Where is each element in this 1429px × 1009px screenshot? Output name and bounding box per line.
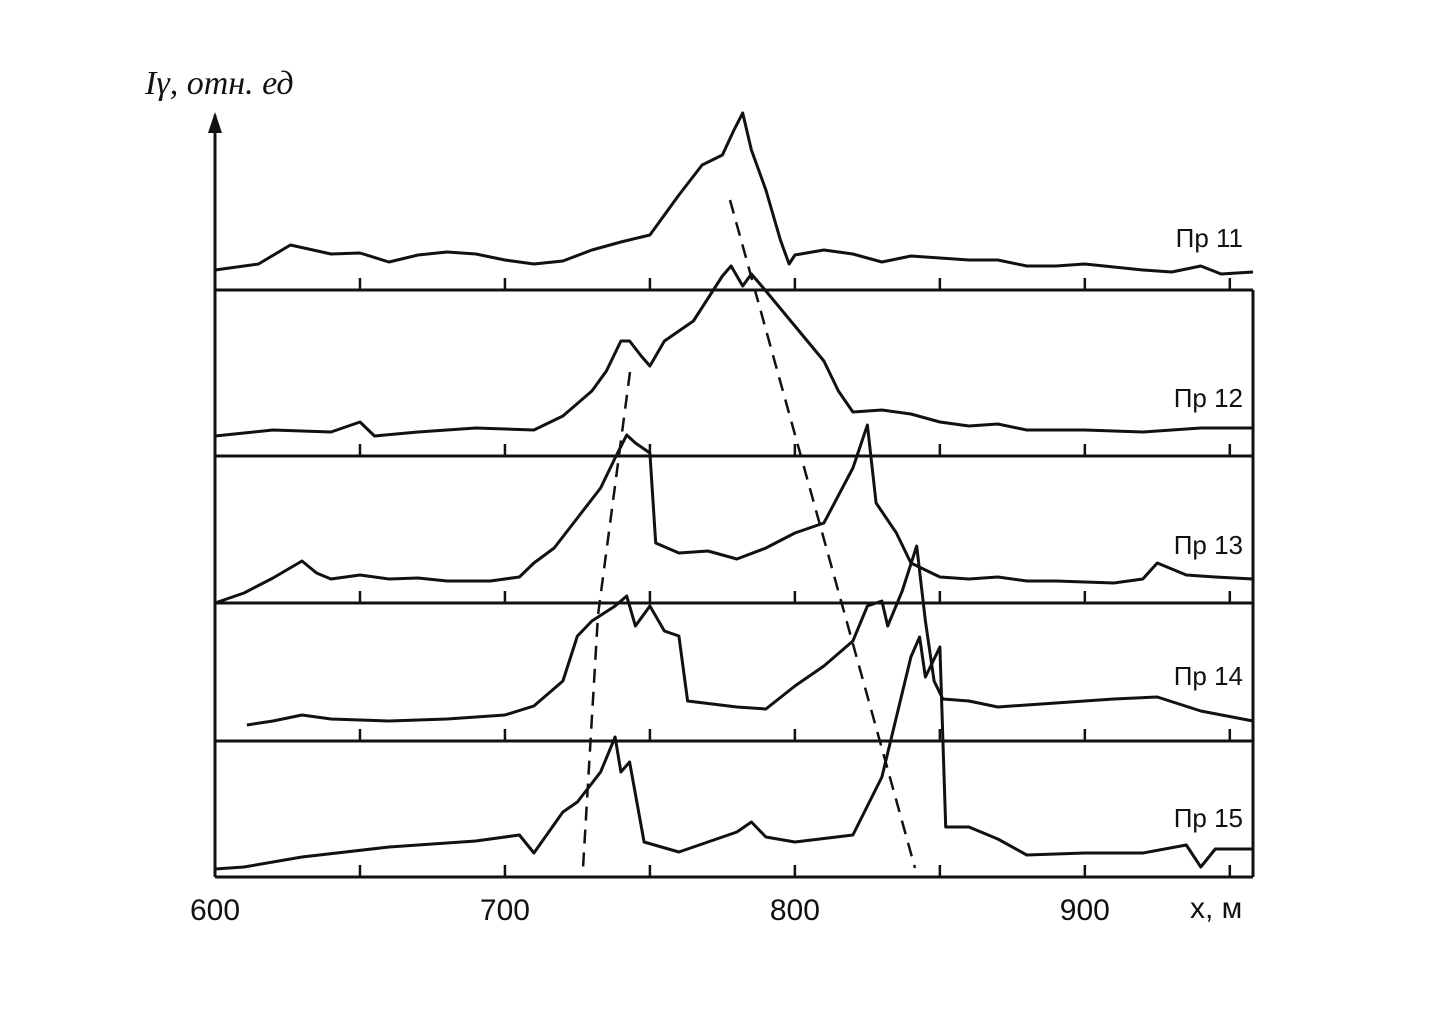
profile-line xyxy=(214,264,1253,438)
profile-line xyxy=(246,544,1254,727)
profile-label: Пр 13 xyxy=(1174,530,1243,560)
x-tick-label: 800 xyxy=(770,894,820,927)
profile-line xyxy=(214,635,1253,871)
correlation-lines xyxy=(581,199,917,869)
profile-label: Пр 14 xyxy=(1174,661,1243,691)
x-axis-label: x, м xyxy=(1190,892,1242,925)
x-tick-label: 700 xyxy=(480,894,530,927)
x-tick-label: 900 xyxy=(1060,894,1110,927)
profile-label: Пр 12 xyxy=(1174,383,1243,413)
dashed-line xyxy=(581,371,632,869)
profile-line xyxy=(214,423,1254,605)
x-tick-label: 600 xyxy=(190,894,240,927)
profile-line xyxy=(214,111,1254,276)
profile-label: Пр 15 xyxy=(1174,803,1243,833)
dashed-line xyxy=(728,199,917,869)
y-axis-arrow xyxy=(208,112,222,133)
profile-label: Пр 11 xyxy=(1176,223,1243,253)
y-axis-label: Iγ, отн. ед xyxy=(144,65,294,102)
